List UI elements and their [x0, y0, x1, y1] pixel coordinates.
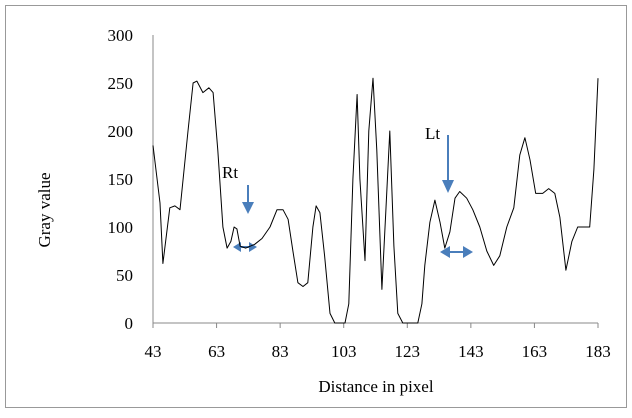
annotation: Lt [425, 124, 440, 143]
x-tick-label: 123 [395, 342, 421, 361]
arrow-head [233, 242, 241, 252]
y-tick-label: 150 [108, 170, 134, 189]
y-tick-label: 250 [108, 74, 134, 93]
y-tick-label: 200 [108, 122, 134, 141]
x-tick-label: 43 [145, 342, 162, 361]
data-line [152, 77, 599, 324]
arrows [233, 135, 473, 258]
x-tick-label: 143 [458, 342, 484, 361]
y-tick-label: 0 [125, 314, 134, 333]
y-tick-label: 300 [108, 26, 134, 45]
arrow-head [440, 246, 450, 258]
arrow-head [242, 202, 254, 214]
y-axis-label: Gray value [35, 172, 54, 247]
y-tick-label: 50 [116, 266, 133, 285]
arrow-head [463, 246, 473, 258]
annotation: Rt [222, 163, 238, 182]
x-tick-label: 103 [331, 342, 357, 361]
y-tick-label: 100 [108, 218, 134, 237]
x-tick-label: 163 [522, 342, 548, 361]
x-tick-label: 183 [585, 342, 611, 361]
arrow-head [442, 180, 454, 193]
x-axis-label: Distance in pixel [318, 377, 433, 396]
x-tick-label: 63 [208, 342, 225, 361]
arrow-head [249, 242, 257, 252]
x-tick-label: 83 [272, 342, 289, 361]
